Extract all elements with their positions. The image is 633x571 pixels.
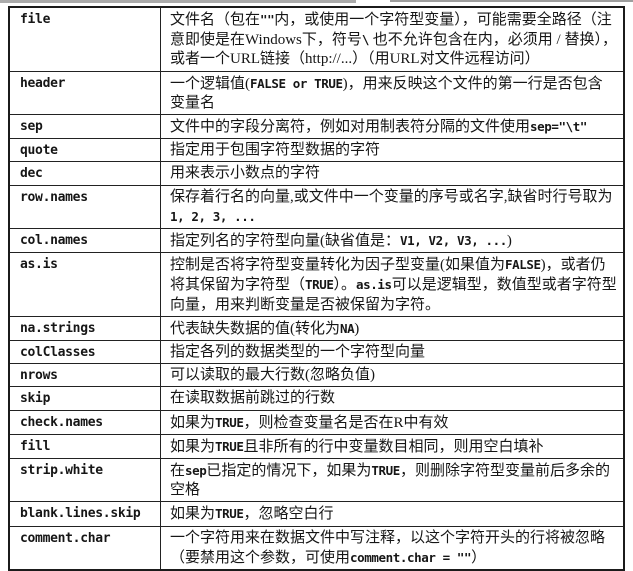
code-text: V1, V2, V3, ... [400, 233, 507, 249]
code-text: TRUE [215, 506, 244, 522]
table-row: na.strings 代表缺失数据的值(转化为NA) [8, 315, 625, 342]
table-row: header 一个逻辑值(FALSE or TRUE)，用来反映这个文件的第一行是… [8, 70, 625, 116]
parameter-name-cell: dec [8, 161, 161, 186]
code-text: \ [361, 32, 370, 48]
parameter-name-cell: as.is [8, 252, 161, 317]
table-row: colClasses 指定各列的数据类型的一个字符型向量 [8, 340, 625, 365]
table-row: comment.char 一个字符用来在数据文件中写注释，以这个字符开头的行将被忽… [8, 525, 625, 571]
parameter-description-cell: 在sep已指定的情况下，如果为TRUE，则删除字符型变量前后多余的空格 [160, 458, 625, 503]
code-text: TRUE [371, 463, 400, 479]
table-row: dec 用来表示小数点的字符 [8, 161, 625, 186]
parameter-name-cell: blank.lines.skip [8, 501, 161, 527]
code-text: NA [340, 320, 355, 336]
parameter-description-cell: 文件名（包在""内，或使用一个字符型变量），可能需要全路径（注意即使是在Wind… [160, 6, 625, 72]
parameter-name-cell: row.names [8, 184, 161, 230]
parameter-description-cell: 在读取数据前跳过的行数 [160, 386, 625, 411]
parameter-description-cell: 文件中的字段分离符，例如对用制表符分隔的文件使用sep="\t" [160, 114, 625, 140]
parameter-description-cell: 指定用于包围字符型数据的字符 [160, 138, 625, 163]
parameter-description-cell: 如果为TRUE，则检查变量名是否在R中有效 [160, 409, 625, 435]
code-text: TRUE [215, 438, 244, 454]
code-text: 1, 2, 3, ... [170, 208, 256, 224]
parameter-name-cell: file [8, 6, 161, 72]
parameter-description-cell: 如果为TRUE且非所有的行中变量数目相同，则用空白填补 [160, 433, 625, 460]
parameter-name-cell: colClasses [8, 340, 161, 365]
code-text: TRUE [215, 414, 244, 430]
parameter-name-cell: skip [8, 386, 161, 411]
code-text: TRUE [305, 277, 334, 293]
parameter-name-cell: nrows [8, 363, 161, 388]
parameter-name-cell: header [8, 70, 161, 116]
parameter-description-cell: 如果为TRUE，忽略空白行 [160, 501, 625, 527]
table-row: nrows 可以读取的最大行数(忽略负值) [8, 363, 625, 388]
parameter-description-cell: 控制是否将字符型变量转化为因子型变量(如果值为FALSE)，或者仍将其保留为字符… [160, 252, 625, 317]
code-text: FALSE or TRUE [250, 75, 343, 91]
parameter-description-cell: 一个字符用来在数据文件中写注释，以这个字符开头的行将被忽略（要禁用这个参数，可使… [160, 525, 625, 571]
parameter-description-cell: 保存着行名的向量,或文件中一个变量的序号或名字,缺省时行号取为1, 2, 3, … [160, 184, 625, 230]
parameter-name-cell: check.names [8, 409, 161, 435]
parameter-name-cell: fill [8, 433, 161, 460]
table-row: sep 文件中的字段分离符，例如对用制表符分隔的文件使用sep="\t" [8, 114, 625, 140]
scan-artifact-top-right [390, 0, 633, 2]
scan-artifact-top-left [0, 0, 356, 3]
table-row: quote 指定用于包围字符型数据的字符 [8, 138, 625, 163]
parameter-description-cell: 指定列名的字符型向量(缺省值是：V1, V2, V3, ...) [160, 228, 625, 254]
code-text: comment.char = "" [350, 549, 472, 565]
parameter-description-cell: 一个逻辑值(FALSE or TRUE)，用来反映这个文件的第一行是否包含变量名 [160, 70, 625, 116]
table-row: fill 如果为TRUE且非所有的行中变量数目相同，则用空白填补 [8, 433, 625, 460]
parameter-description-cell: 指定各列的数据类型的一个字符型向量 [160, 340, 625, 365]
parameters-table: file 文件名（包在""内，或使用一个字符型变量），可能需要全路径（注意即使是在… [8, 6, 625, 571]
code-text: as.is [356, 277, 392, 293]
parameter-name-cell: strip.white [8, 458, 161, 503]
table-row: strip.white 在sep已指定的情况下，如果为TRUE，则删除字符型变量前… [8, 458, 625, 503]
table-row: file 文件名（包在""内，或使用一个字符型变量），可能需要全路径（注意即使是在… [8, 6, 625, 72]
parameter-name-cell: quote [8, 138, 161, 163]
table-row: row.names 保存着行名的向量,或文件中一个变量的序号或名字,缺省时行号取为… [8, 184, 625, 230]
code-text: sep="\t" [530, 119, 588, 135]
parameter-description-cell: 可以读取的最大行数(忽略负值) [160, 363, 625, 388]
parameters-table-body: file 文件名（包在""内，或使用一个字符型变量），可能需要全路径（注意即使是在… [8, 6, 625, 571]
table-row: blank.lines.skip 如果为TRUE，忽略空白行 [8, 501, 625, 527]
table-row: col.names 指定列名的字符型向量(缺省值是：V1, V2, V3, ...… [8, 228, 625, 254]
parameter-name-cell: comment.char [8, 525, 161, 571]
code-text: "" [260, 12, 275, 27]
parameter-name-cell: na.strings [8, 315, 161, 342]
table-row: as.is 控制是否将字符型变量转化为因子型变量(如果值为FALSE)，或者仍将其… [8, 252, 625, 317]
code-text: FALSE [505, 257, 541, 273]
table-row: check.names 如果为TRUE，则检查变量名是否在R中有效 [8, 409, 625, 435]
parameter-name-cell: sep [8, 114, 161, 140]
parameter-description-cell: 用来表示小数点的字符 [160, 161, 625, 186]
code-text: sep [185, 463, 207, 479]
parameter-description-cell: 代表缺失数据的值(转化为NA) [160, 315, 625, 342]
table-row: skip 在读取数据前跳过的行数 [8, 386, 625, 411]
parameter-name-cell: col.names [8, 228, 161, 254]
